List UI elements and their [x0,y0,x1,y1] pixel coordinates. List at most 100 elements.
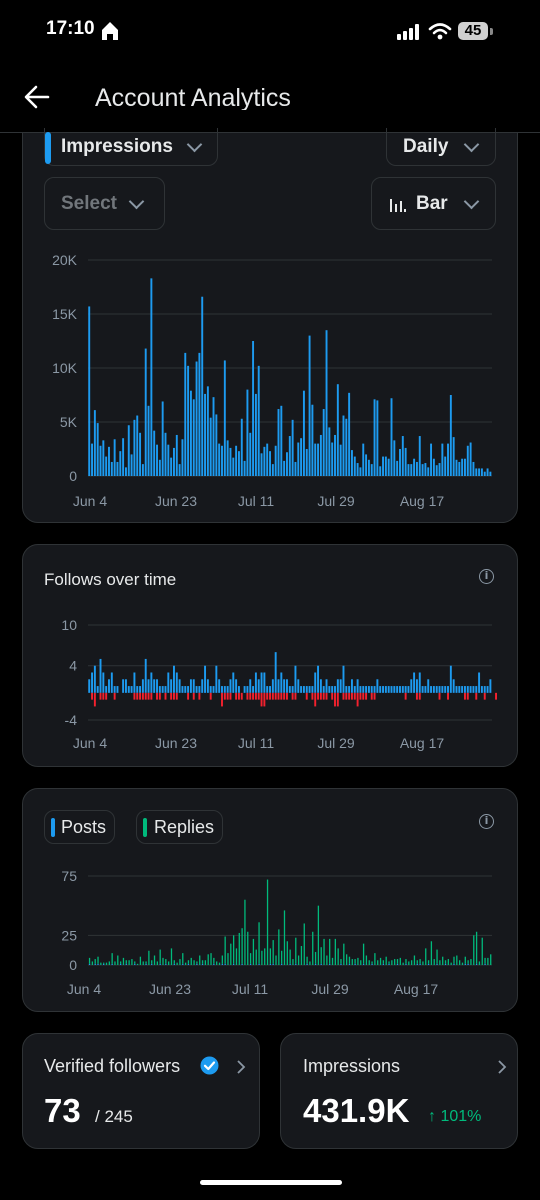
bar [173,447,175,476]
replies-bar [235,948,238,965]
gain-bar [294,665,297,693]
loss-bar [252,692,255,700]
gain-bar [257,679,260,693]
bar [336,384,339,476]
chevron-right-icon[interactable] [236,1059,246,1075]
gain-bar [161,686,164,693]
replies-bar [261,950,263,965]
replies-bar [151,960,153,964]
loss-bar [334,692,336,707]
posts-bar [111,963,113,965]
posts-bar [289,963,291,965]
loss-bar [345,692,348,700]
bar [184,352,187,476]
loss-bar [141,692,144,700]
replies-bar [345,954,348,965]
bar [469,442,472,476]
replies-bar [148,950,150,965]
replies-bar [281,950,283,964]
loss-bar [350,692,353,700]
bar [124,467,127,476]
bar [413,458,416,476]
bar [280,405,283,476]
impressions-stat-label: Impressions [303,1056,401,1076]
replies-bar [331,957,334,965]
period-label: Daily [403,135,449,157]
gain-bar [271,679,274,693]
posts-bar [348,963,351,965]
impressions-stat-card[interactable] [280,1033,518,1149]
replies-bar [427,960,430,964]
posts-bar [272,963,274,965]
period-dropdown[interactable]: Daily [386,128,496,166]
gain-bar [384,686,387,693]
replies-bar [297,955,300,965]
replies-bar [119,961,122,964]
gain-bar [195,686,198,693]
total-followers-value: / 245 [95,1107,133,1126]
gain-bar [317,665,320,693]
chevron-right-icon[interactable] [497,1059,507,1075]
replies-bar [351,959,353,965]
x-tick-label: Aug 17 [400,493,445,509]
metric-dropdown[interactable]: Impressions [44,128,218,166]
gain-bar [212,686,215,693]
loss-bar [144,692,147,700]
replies-bar [249,953,252,964]
bar [314,443,317,476]
legend-posts-label: Posts [61,816,107,837]
gain-bar [192,679,195,693]
posts-bar [464,963,466,965]
gain-bar [365,686,368,693]
replies-bar [340,959,342,964]
bar [235,445,238,476]
legend-replies[interactable]: Replies [136,810,223,844]
bar [461,458,464,476]
replies-bar [447,959,449,965]
info-icon[interactable] [479,569,494,584]
posts-bar [382,963,385,965]
gain-bar [99,658,102,693]
replies-bar [433,959,435,965]
gain-bar [359,686,362,693]
loss-bar [283,692,286,700]
replies-bar [456,955,458,965]
replies-bar [165,959,167,964]
bar [178,464,181,476]
gain-bar [331,686,334,693]
posts-bar [329,963,331,965]
loss-bar [475,692,478,700]
replies-bar [439,960,441,965]
verified-followers-card[interactable] [22,1033,260,1149]
loss-bar [240,692,243,700]
replies-bar [450,962,452,965]
chart-type-dropdown[interactable]: Bar [371,177,496,230]
loss-bar [136,692,139,700]
replies-bar [314,951,317,964]
gain-bar [297,679,300,693]
gain-bar [382,686,384,693]
replies-bar [114,961,116,965]
gain-bar [421,686,424,693]
gain-bar [96,686,99,693]
gain-bar [263,672,266,693]
bar [367,459,370,476]
metric-label: Impressions [61,135,173,157]
back-arrow-icon[interactable] [24,84,52,110]
legend-posts[interactable]: Posts [44,810,115,844]
gain-bar [370,686,373,693]
posts-bar [165,963,167,965]
replies-bar [473,935,475,965]
gain-bar [305,686,308,693]
replies-bar [159,949,161,964]
compare-select[interactable]: Select [44,177,165,230]
bar [181,439,184,476]
gain-bar [167,672,170,693]
info-icon[interactable] [479,814,494,829]
replies-bar [244,899,246,965]
replies-bar [467,960,469,964]
replies-bar [408,961,410,965]
loss-bar [235,692,238,700]
bar [472,461,475,476]
y-tick-label: 75 [61,868,77,884]
